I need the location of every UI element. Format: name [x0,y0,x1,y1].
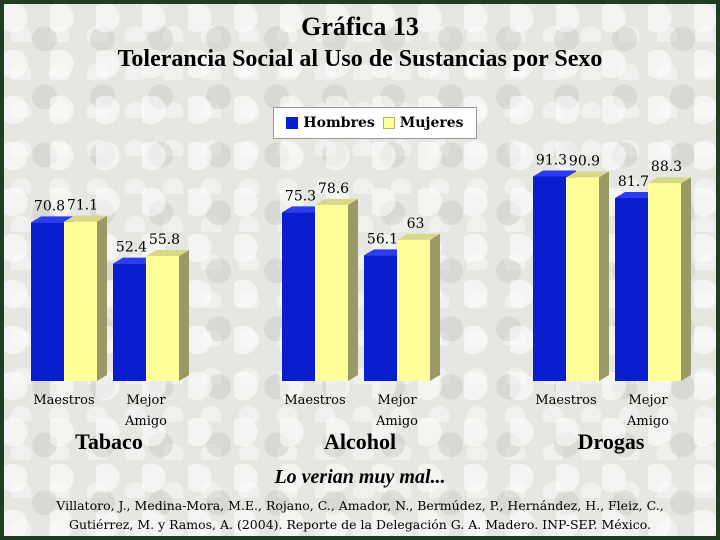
bar-alcohol-0-mujeres [315,204,348,381]
data-label-alcohol-0-hombres: 75.3 [285,188,316,204]
bar-top-alcohol-0-hombres [282,206,325,213]
bar-top-tabaco-1-hombres [113,257,156,264]
chart-caption: Lo verian muy mal... [274,466,446,488]
bar-side-alcohol-1-mujeres [430,233,440,381]
bar-alcohol-1-mujeres [397,239,430,381]
data-label-tabaco-0-hombres: 70.8 [34,198,65,214]
bar-top-drogas-1-mujeres [648,177,691,184]
group-label-alcohol: Alcohol [324,429,396,454]
category-label-drogas-0: Maestros [535,393,596,408]
bar-side-drogas-0-mujeres [599,171,609,381]
category-label-alcohol-1: Mejor [377,393,417,408]
data-label-drogas-1-hombres: 81.7 [618,174,649,190]
bar-tabaco-0-mujeres [64,221,97,381]
legend: Hombres Mujeres [273,107,477,139]
data-label-alcohol-0-mujeres: 78.6 [318,181,349,197]
data-label-alcohol-1-hombres: 56.1 [367,231,398,247]
bar-alcohol-0-hombres [282,212,315,381]
bar-drogas-1-mujeres [648,183,681,381]
bar-side-drogas-1-mujeres [681,177,691,381]
category-label-line2-tabaco-1: Amigo [124,414,167,429]
citation-line-1: Villatoro, J., Medina-Mora, M.E., Rojano… [56,498,664,513]
bar-drogas-0-mujeres [566,177,599,381]
data-label-tabaco-0-mujeres: 71.1 [67,198,98,214]
bar-tabaco-1-hombres [113,263,146,381]
bar-top-tabaco-1-mujeres [146,250,189,257]
chart-title: Gráfica 13 [301,12,419,41]
bar-top-tabaco-0-mujeres [64,215,107,222]
bar-top-drogas-0-hombres [533,170,576,177]
legend-item-hombres: Hombres [286,115,375,131]
bar-side-tabaco-1-mujeres [179,250,189,381]
bar-top-drogas-1-hombres [615,191,658,198]
data-label-drogas-0-mujeres: 90.9 [569,153,600,169]
bar-top-alcohol-1-hombres [364,249,407,256]
data-label-drogas-0-hombres: 91.3 [536,152,567,168]
group-label-drogas: Drogas [578,429,645,454]
bar-drogas-0-hombres [533,176,566,381]
data-label-tabaco-1-hombres: 52.4 [116,240,147,256]
legend-label-mujeres: Mujeres [399,115,464,131]
category-label-line2-drogas-1: Amigo [626,414,669,429]
category-label-alcohol-0: Maestros [284,393,345,408]
bar-top-tabaco-0-hombres [31,216,74,223]
citation-line-2: Gutiérrez, M. y Ramos, A. (2004). Report… [68,517,651,532]
bar-side-alcohol-0-mujeres [348,198,358,381]
data-label-alcohol-1-mujeres: 63 [407,216,425,232]
group-label-tabaco: Tabaco [75,429,143,454]
category-label-drogas-1: Mejor [628,393,668,408]
bar-tabaco-1-mujeres [146,256,179,381]
data-label-drogas-1-mujeres: 88.3 [651,159,682,175]
category-label-tabaco-0: Maestros [33,393,94,408]
category-label-line2-alcohol-1: Amigo [375,414,418,429]
bar-top-drogas-0-mujeres [566,171,609,178]
bar-top-alcohol-1-mujeres [397,233,440,240]
legend-swatch-mujeres [382,117,395,129]
bar-tabaco-0-hombres [31,222,64,381]
legend-item-mujeres: Mujeres [382,115,464,131]
bar-top-alcohol-0-mujeres [315,198,358,205]
bar-side-tabaco-0-mujeres [97,215,107,381]
data-label-tabaco-1-mujeres: 55.8 [149,232,180,248]
legend-swatch-hombres [286,117,299,129]
chart-subtitle: Tolerancia Social al Uso de Sustancias p… [117,46,603,72]
bar-drogas-1-hombres [615,197,648,381]
category-label-tabaco-1: Mejor [126,393,166,408]
legend-label-hombres: Hombres [303,115,375,131]
bar-alcohol-1-hombres [364,255,397,381]
